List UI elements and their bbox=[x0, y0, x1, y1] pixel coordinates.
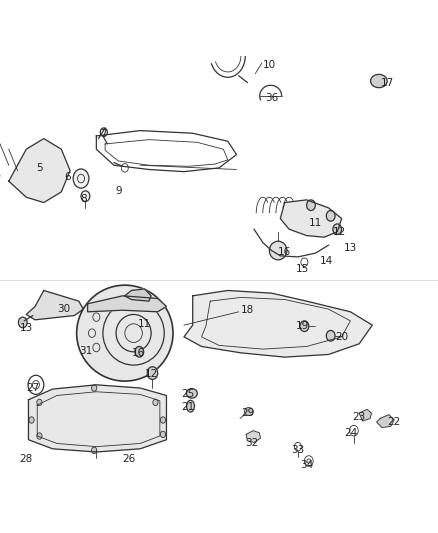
Circle shape bbox=[326, 330, 335, 341]
Text: 6: 6 bbox=[64, 172, 71, 182]
Ellipse shape bbox=[187, 389, 197, 398]
Text: 22: 22 bbox=[388, 417, 401, 427]
Polygon shape bbox=[377, 415, 394, 427]
Text: 10: 10 bbox=[263, 60, 276, 70]
Polygon shape bbox=[28, 385, 166, 452]
Text: 31: 31 bbox=[79, 346, 92, 356]
Text: 8: 8 bbox=[80, 194, 87, 204]
Ellipse shape bbox=[77, 285, 173, 381]
Text: 21: 21 bbox=[182, 402, 195, 411]
Text: 12: 12 bbox=[333, 227, 346, 237]
Text: 19: 19 bbox=[296, 321, 309, 331]
Text: 30: 30 bbox=[57, 304, 70, 314]
Text: 12: 12 bbox=[145, 369, 158, 379]
Text: 17: 17 bbox=[381, 78, 394, 87]
Ellipse shape bbox=[269, 241, 287, 260]
Polygon shape bbox=[125, 289, 151, 301]
Circle shape bbox=[153, 399, 158, 406]
Text: 32: 32 bbox=[245, 439, 258, 448]
Text: 27: 27 bbox=[26, 383, 39, 393]
Text: 34: 34 bbox=[300, 460, 313, 470]
Circle shape bbox=[29, 417, 34, 423]
Text: 11: 11 bbox=[309, 218, 322, 228]
Text: 26: 26 bbox=[123, 455, 136, 464]
Circle shape bbox=[81, 191, 90, 201]
Polygon shape bbox=[9, 139, 70, 203]
Circle shape bbox=[92, 385, 97, 391]
Circle shape bbox=[80, 341, 91, 354]
Text: 11: 11 bbox=[138, 319, 151, 328]
Circle shape bbox=[73, 169, 89, 188]
Text: 24: 24 bbox=[344, 428, 357, 438]
Text: 29: 29 bbox=[241, 408, 254, 418]
Text: 7: 7 bbox=[99, 130, 106, 139]
Text: 16: 16 bbox=[278, 247, 291, 257]
Polygon shape bbox=[246, 431, 261, 442]
Circle shape bbox=[135, 346, 144, 357]
Text: 25: 25 bbox=[182, 390, 195, 399]
Text: 16: 16 bbox=[131, 349, 145, 358]
Polygon shape bbox=[280, 200, 342, 237]
Circle shape bbox=[147, 367, 158, 379]
Polygon shape bbox=[26, 290, 83, 320]
Circle shape bbox=[333, 224, 342, 235]
Circle shape bbox=[37, 433, 42, 439]
Text: 33: 33 bbox=[291, 446, 304, 455]
Polygon shape bbox=[88, 296, 166, 312]
Text: 5: 5 bbox=[36, 163, 43, 173]
Circle shape bbox=[37, 399, 42, 406]
Text: 36: 36 bbox=[265, 93, 278, 102]
Ellipse shape bbox=[371, 74, 387, 88]
Circle shape bbox=[160, 431, 166, 438]
Circle shape bbox=[92, 447, 97, 454]
Circle shape bbox=[326, 211, 335, 221]
Circle shape bbox=[18, 317, 27, 328]
Text: 28: 28 bbox=[20, 455, 33, 464]
Text: 9: 9 bbox=[115, 186, 122, 196]
Circle shape bbox=[307, 200, 315, 211]
Ellipse shape bbox=[244, 407, 253, 416]
Text: 15: 15 bbox=[296, 264, 309, 274]
Text: 13: 13 bbox=[20, 323, 33, 333]
Polygon shape bbox=[184, 290, 372, 357]
Text: 18: 18 bbox=[241, 305, 254, 315]
Text: 20: 20 bbox=[335, 332, 348, 342]
Text: 13: 13 bbox=[344, 243, 357, 253]
Text: 23: 23 bbox=[353, 412, 366, 422]
Text: 14: 14 bbox=[320, 256, 333, 266]
Circle shape bbox=[160, 417, 166, 423]
Circle shape bbox=[300, 321, 309, 332]
Polygon shape bbox=[359, 409, 371, 421]
Ellipse shape bbox=[187, 400, 194, 412]
